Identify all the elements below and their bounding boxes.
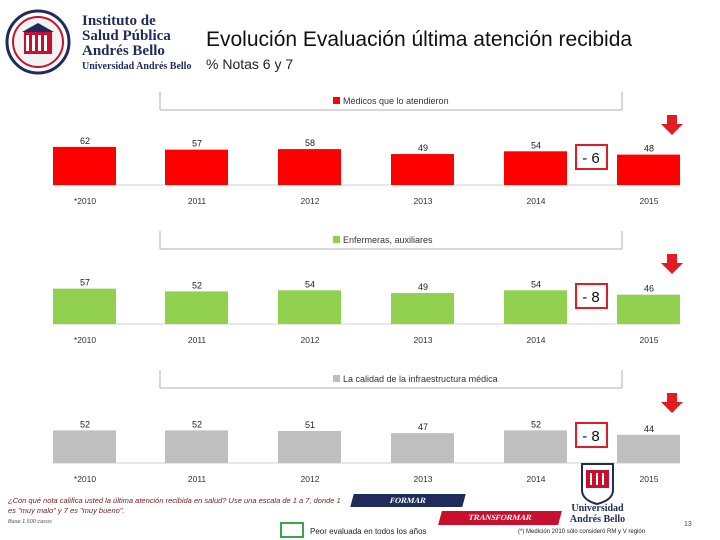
logo-line-2: Salud Pública <box>82 28 171 44</box>
x-tick-label: *2010 <box>74 196 96 206</box>
data-label: 52 <box>531 419 541 429</box>
bar <box>391 293 454 324</box>
bar <box>617 294 680 324</box>
data-label: 54 <box>531 140 541 150</box>
data-label: 57 <box>192 139 202 149</box>
change-box <box>575 283 608 309</box>
bar <box>165 149 228 185</box>
data-label: 48 <box>644 144 654 154</box>
x-tick-label: 2013 <box>414 196 433 206</box>
bar <box>53 288 116 324</box>
bar <box>504 430 567 463</box>
legend-frame <box>159 231 623 250</box>
legend-swatch <box>333 236 340 243</box>
data-label: 52 <box>192 419 202 429</box>
change-label: - 8 <box>582 289 600 306</box>
legend-label: Enfermeras, auxiliares <box>343 235 433 245</box>
data-label: 49 <box>418 282 428 292</box>
legend-swatch <box>333 97 340 104</box>
university-name-line-1: Universidad <box>571 503 624 514</box>
data-label: 52 <box>80 419 90 429</box>
data-label: 44 <box>644 424 654 434</box>
down-arrow-icon <box>661 254 683 274</box>
bar <box>278 149 341 185</box>
x-tick-label: 2015 <box>640 474 659 484</box>
bar <box>504 151 567 185</box>
university-name-line-2: Andrés Bello <box>569 514 626 525</box>
bar <box>391 433 454 463</box>
logo-line-3: Andrés Bello <box>82 43 165 59</box>
x-tick-label: 2012 <box>301 335 320 345</box>
footnote: (*) Medición 2010 sólo consideró RM y V … <box>518 529 646 535</box>
change-label: - 6 <box>582 150 600 167</box>
legend-swatch <box>333 375 340 382</box>
x-tick-label: 2011 <box>188 474 207 484</box>
change-box <box>575 422 608 448</box>
data-label: 51 <box>305 420 315 430</box>
shield-logo-icon <box>5 9 71 75</box>
bar <box>165 291 228 324</box>
sample-base: Base 1.500 casos <box>8 519 52 525</box>
x-tick-label: 2013 <box>414 474 433 484</box>
data-label: 58 <box>305 138 315 148</box>
x-tick-label: 2011 <box>188 335 207 345</box>
bar <box>53 430 116 463</box>
worst-rated-legend-label: Peor evaluada en todos los años <box>310 527 427 536</box>
change-label: - 8 <box>582 428 600 445</box>
legend-label: Médicos que lo atendieron <box>343 96 449 106</box>
bar <box>278 290 341 324</box>
data-label: 52 <box>192 280 202 290</box>
legend-label: La calidad de la infraestructura médica <box>343 374 498 384</box>
data-label: 46 <box>644 284 654 294</box>
x-tick-label: 2014 <box>527 335 546 345</box>
bar <box>617 434 680 463</box>
bar <box>165 430 228 463</box>
data-label: 62 <box>80 136 90 146</box>
down-arrow-icon <box>661 115 683 135</box>
legend-frame <box>159 370 623 389</box>
x-tick-label: 2013 <box>414 335 433 345</box>
bar <box>617 154 680 185</box>
data-label: 57 <box>80 278 90 288</box>
bar <box>391 154 454 185</box>
legend-frame <box>159 92 623 111</box>
x-tick-label: *2010 <box>74 335 96 345</box>
logo-subtitle: Universidad Andrés Bello <box>82 61 192 72</box>
formar-banner: FORMAR <box>350 494 466 507</box>
x-tick-label: 2014 <box>527 474 546 484</box>
data-label: 49 <box>418 143 428 153</box>
bar <box>278 430 341 463</box>
change-box <box>575 144 608 170</box>
page-number: 13 <box>684 521 692 528</box>
x-tick-label: *2010 <box>74 474 96 484</box>
bar <box>53 146 116 185</box>
university-crest-icon <box>581 463 614 506</box>
logo-line-1: Instituto de <box>82 13 156 29</box>
x-tick-label: 2015 <box>640 335 659 345</box>
data-label: 54 <box>531 279 541 289</box>
x-tick-label: 2012 <box>301 196 320 206</box>
x-tick-label: 2015 <box>640 196 659 206</box>
transformar-banner: TRANSFORMAR <box>438 511 562 525</box>
page-title: Evolución Evaluación última atención rec… <box>206 28 633 51</box>
data-label: 47 <box>418 422 428 432</box>
x-tick-label: 2011 <box>188 196 207 206</box>
university-name: Universidad Andrés Bello <box>560 503 635 525</box>
x-tick-label: 2012 <box>301 474 320 484</box>
institute-logo: Instituto de Salud Pública Andrés Bello … <box>4 4 199 84</box>
x-tick-label: 2014 <box>527 196 546 206</box>
data-label: 54 <box>305 279 315 289</box>
worst-rated-legend-swatch <box>280 522 304 538</box>
down-arrow-icon <box>661 393 683 413</box>
bar <box>504 290 567 324</box>
page-subtitle: % Notas 6 y 7 <box>206 56 294 72</box>
survey-question: ¿Con qué nota califica usted la última a… <box>8 496 341 515</box>
